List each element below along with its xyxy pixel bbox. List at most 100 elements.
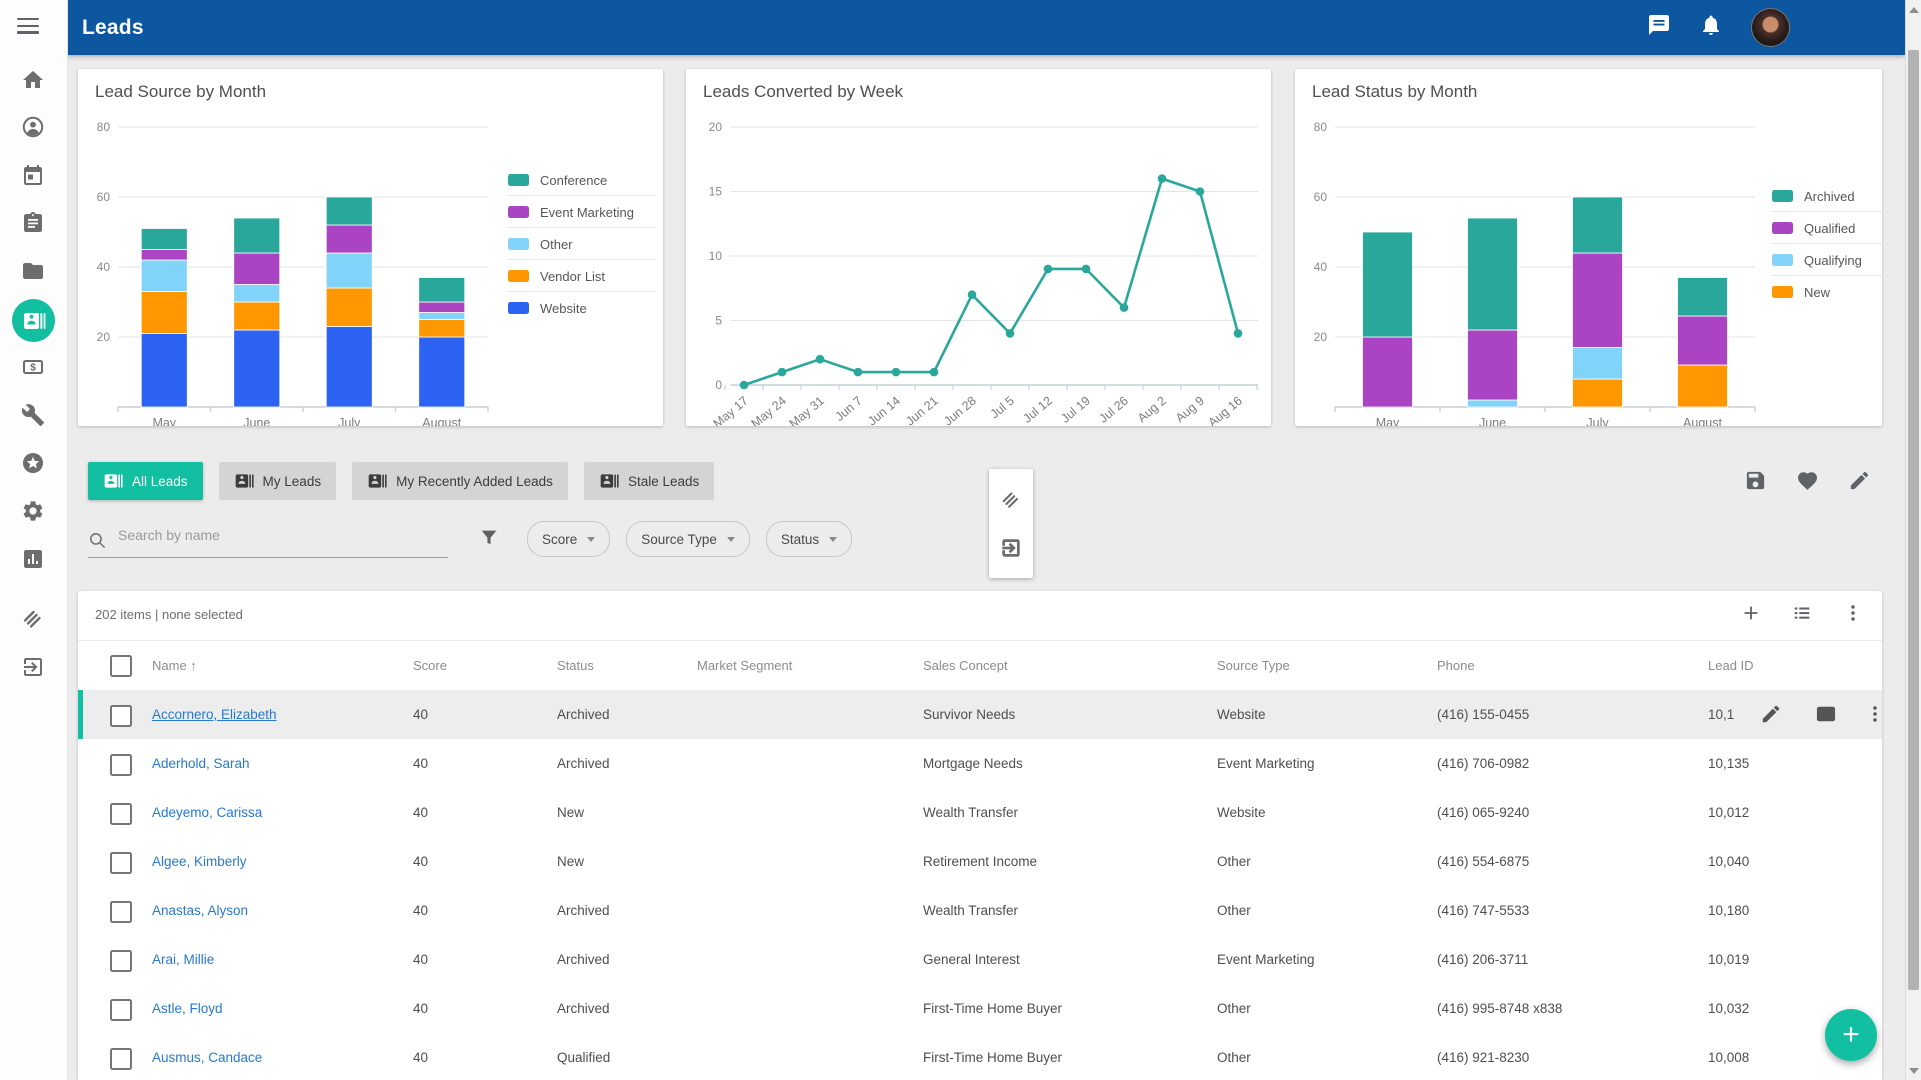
column-header-name[interactable]: Name ↑	[152, 658, 197, 673]
settings-gear-icon[interactable]	[21, 499, 45, 523]
row-checkbox[interactable]	[110, 705, 132, 727]
page-scrollbar[interactable]	[1905, 0, 1921, 1080]
add-icon[interactable]	[1740, 602, 1762, 629]
cell-score: 40	[413, 756, 428, 771]
cell-score: 40	[413, 903, 428, 918]
cell-phone: (416) 065-9240	[1437, 805, 1529, 820]
page-title: Leads	[82, 16, 144, 40]
home-icon[interactable]	[21, 68, 45, 92]
cell-lead_id: 10,135	[1708, 756, 1749, 771]
lead-name-link[interactable]: Adeyemo, Carissa	[152, 805, 262, 820]
dropdown-source-type[interactable]: Source Type	[626, 521, 750, 557]
row-checkbox[interactable]	[110, 999, 132, 1021]
column-header-status[interactable]: Status	[557, 658, 594, 673]
lead-name-link[interactable]: Accornero, Elizabeth	[152, 707, 277, 722]
cell-source_type: Other	[1217, 1001, 1251, 1016]
column-header-score[interactable]: Score	[413, 658, 447, 673]
legend-swatch	[1772, 254, 1793, 266]
column-header-phone[interactable]: Phone	[1437, 658, 1475, 673]
message-icon[interactable]	[1647, 13, 1671, 42]
row-checkbox[interactable]	[110, 1048, 132, 1070]
table-row[interactable]: Aderhold, Sarah40ArchivedMortgage NeedsE…	[78, 739, 1882, 789]
row-checkbox[interactable]	[110, 852, 132, 874]
add-lead-fab[interactable]: +	[1825, 1009, 1877, 1061]
header-checkbox[interactable]	[110, 655, 132, 677]
favorite-heart-icon[interactable]	[1796, 469, 1819, 497]
account-icon[interactable]	[21, 115, 45, 139]
cell-status: Archived	[557, 756, 610, 771]
lead-name-link[interactable]: Anastas, Alyson	[152, 903, 248, 918]
svg-text:June: June	[1479, 416, 1506, 426]
row-action-email-icon[interactable]	[1815, 703, 1837, 725]
cell-phone: (416) 554-6875	[1437, 854, 1529, 869]
column-header-lead_id[interactable]: Lead ID	[1708, 658, 1754, 673]
legend-label: Qualifying	[1804, 253, 1862, 268]
more-kebab-icon[interactable]	[1842, 602, 1864, 629]
list-view-icon[interactable]	[1791, 602, 1813, 629]
lead-group-tab-stale-leads[interactable]: Stale Leads	[584, 462, 714, 500]
table-row[interactable]: Anastas, Alyson40ArchivedWealth Transfer…	[78, 886, 1882, 936]
svg-text:May 31: May 31	[787, 394, 827, 426]
mini-toolbar	[989, 469, 1033, 578]
lead-name-link[interactable]: Ausmus, Candace	[152, 1050, 262, 1065]
handshake-icon[interactable]	[21, 606, 45, 630]
row-action-more-icon[interactable]	[1864, 703, 1882, 725]
lead-group-tab-my-recently-added-leads[interactable]: My Recently Added Leads	[352, 462, 568, 500]
row-action-edit-icon[interactable]	[1760, 703, 1782, 725]
favorites-star-icon[interactable]	[21, 451, 45, 475]
scroll-up-arrow-icon[interactable]	[1906, 1, 1921, 18]
save-icon[interactable]	[1744, 469, 1767, 497]
lead-group-tab-my-leads[interactable]: My Leads	[219, 462, 337, 500]
billing-icon[interactable]: $	[21, 355, 45, 379]
lead-name-link[interactable]: Algee, Kimberly	[152, 854, 247, 869]
tools-wrench-icon[interactable]	[21, 403, 45, 427]
cell-source_type: Other	[1217, 1050, 1251, 1065]
scrollbar-thumb[interactable]	[1908, 50, 1919, 990]
table-row[interactable]: Astle, Floyd40ArchivedFirst-Time Home Bu…	[78, 984, 1882, 1034]
row-checkbox[interactable]	[110, 803, 132, 825]
notifications-bell-icon[interactable]	[1699, 13, 1723, 42]
table-items-bar: 202 items | none selected	[78, 591, 1882, 641]
lead-group-tab-all-leads[interactable]: All Leads	[88, 462, 203, 500]
table-row[interactable]: Ausmus, Candace40QualifiedFirst-Time Hom…	[78, 1033, 1882, 1080]
lead-name-link[interactable]: Astle, Floyd	[152, 1001, 223, 1016]
exit-to-app-icon[interactable]	[21, 655, 45, 679]
table-row[interactable]: Adeyemo, Carissa40NewWealth TransferWebs…	[78, 788, 1882, 838]
tasks-clipboard-icon[interactable]	[21, 211, 45, 235]
row-checkbox[interactable]	[110, 901, 132, 923]
table-row[interactable]: Algee, Kimberly40NewRetirement IncomeOth…	[78, 837, 1882, 887]
cell-sales_concept: Wealth Transfer	[923, 805, 1018, 820]
dropdown-score[interactable]: Score	[527, 521, 610, 557]
calendar-icon[interactable]	[21, 163, 45, 187]
table-row[interactable]: Accornero, Elizabeth40ArchivedSurvivor N…	[78, 690, 1882, 740]
search-input[interactable]	[116, 526, 440, 544]
exit-to-app-icon[interactable]	[1000, 537, 1022, 559]
handshake-icon[interactable]	[1000, 488, 1022, 510]
scroll-down-arrow-icon[interactable]	[1906, 1062, 1921, 1079]
svg-text:Jul 19: Jul 19	[1058, 394, 1093, 426]
menu-icon[interactable]	[17, 18, 39, 36]
svg-text:Aug 9: Aug 9	[1173, 394, 1207, 426]
table-row[interactable]: Arai, Millie40ArchivedGeneral InterestEv…	[78, 935, 1882, 985]
folder-icon[interactable]	[21, 259, 45, 283]
lead-name-link[interactable]: Aderhold, Sarah	[152, 756, 250, 771]
cell-score: 40	[413, 952, 428, 967]
user-avatar[interactable]	[1751, 8, 1790, 47]
dropdown-status[interactable]: Status	[766, 521, 852, 557]
reports-chart-icon[interactable]	[21, 547, 45, 571]
legend-swatch	[508, 238, 529, 250]
svg-text:Jun 14: Jun 14	[865, 394, 903, 426]
svg-text:July: July	[338, 416, 361, 426]
column-header-source_type[interactable]: Source Type	[1217, 658, 1290, 673]
cell-lead_id: 10,008	[1708, 1050, 1749, 1065]
row-checkbox[interactable]	[110, 950, 132, 972]
filter-funnel-icon[interactable]	[478, 527, 500, 549]
contacts-icon-active[interactable]	[12, 299, 55, 342]
lead-name-link[interactable]: Arai, Millie	[152, 952, 214, 967]
edit-pencil-icon[interactable]	[1848, 469, 1871, 497]
quick-actions	[1744, 469, 1871, 497]
column-header-market_segment[interactable]: Market Segment	[697, 658, 792, 673]
column-header-sales_concept[interactable]: Sales Concept	[923, 658, 1008, 673]
row-checkbox[interactable]	[110, 754, 132, 776]
cell-lead_id: 10,180	[1708, 903, 1749, 918]
